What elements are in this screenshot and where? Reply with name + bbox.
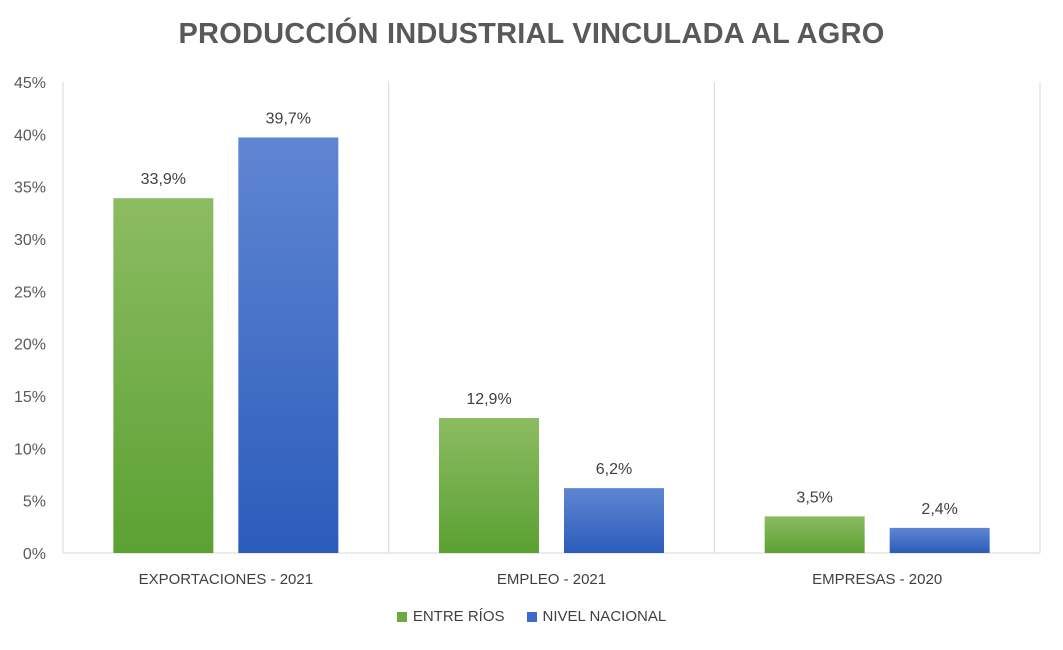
y-tick-label: 40% xyxy=(14,127,46,144)
data-label: 2,4% xyxy=(921,501,957,518)
bar xyxy=(764,516,865,553)
legend-swatch-nivel-nacional xyxy=(526,611,537,622)
y-tick-label: 25% xyxy=(14,284,46,301)
y-tick-label: 15% xyxy=(14,389,46,406)
data-label: 39,7% xyxy=(266,110,311,127)
x-category-label: EMPLEO - 2021 xyxy=(497,571,606,588)
bar xyxy=(439,417,539,553)
x-category-label: EXPORTACIONES - 2021 xyxy=(139,571,314,588)
legend-swatch-entre-rios xyxy=(396,611,407,622)
y-tick-label: 0% xyxy=(23,546,46,563)
y-tick-label: 35% xyxy=(14,180,46,197)
data-label: 6,2% xyxy=(596,461,632,478)
data-label: 12,9% xyxy=(466,391,511,408)
legend-label-entre-rios: ENTRE RÍOS xyxy=(412,608,505,625)
y-tick-label: 45% xyxy=(14,75,46,92)
bar xyxy=(889,527,990,553)
bar xyxy=(564,488,664,553)
data-label: 33,9% xyxy=(141,171,186,188)
x-category-label: EMPRESAS - 2020 xyxy=(812,571,942,588)
y-tick-label: 20% xyxy=(14,337,46,354)
bar xyxy=(238,137,339,553)
legend-item-entre-rios: ENTRE RÍOS xyxy=(396,608,505,625)
plot-area: 0% 5% 10% 15% 20% 25% 30% 35% 40% 45% 33,9% 39,7% EX… xyxy=(14,75,1041,588)
y-tick-label: 5% xyxy=(23,494,46,511)
chart-title: PRODUCCIÓN INDUSTRIAL VINCULADA AL AGRO xyxy=(178,18,885,50)
legend-label-nivel-nacional: NIVEL NACIONAL xyxy=(542,608,667,625)
y-tick-label: 30% xyxy=(14,232,46,249)
data-label: 3,5% xyxy=(796,489,832,506)
legend: ENTRE RÍOS NIVEL NACIONAL xyxy=(0,608,1063,625)
legend-item-nivel-nacional: NIVEL NACIONAL xyxy=(526,608,667,625)
bar xyxy=(113,198,214,553)
y-tick-label: 10% xyxy=(14,441,46,458)
